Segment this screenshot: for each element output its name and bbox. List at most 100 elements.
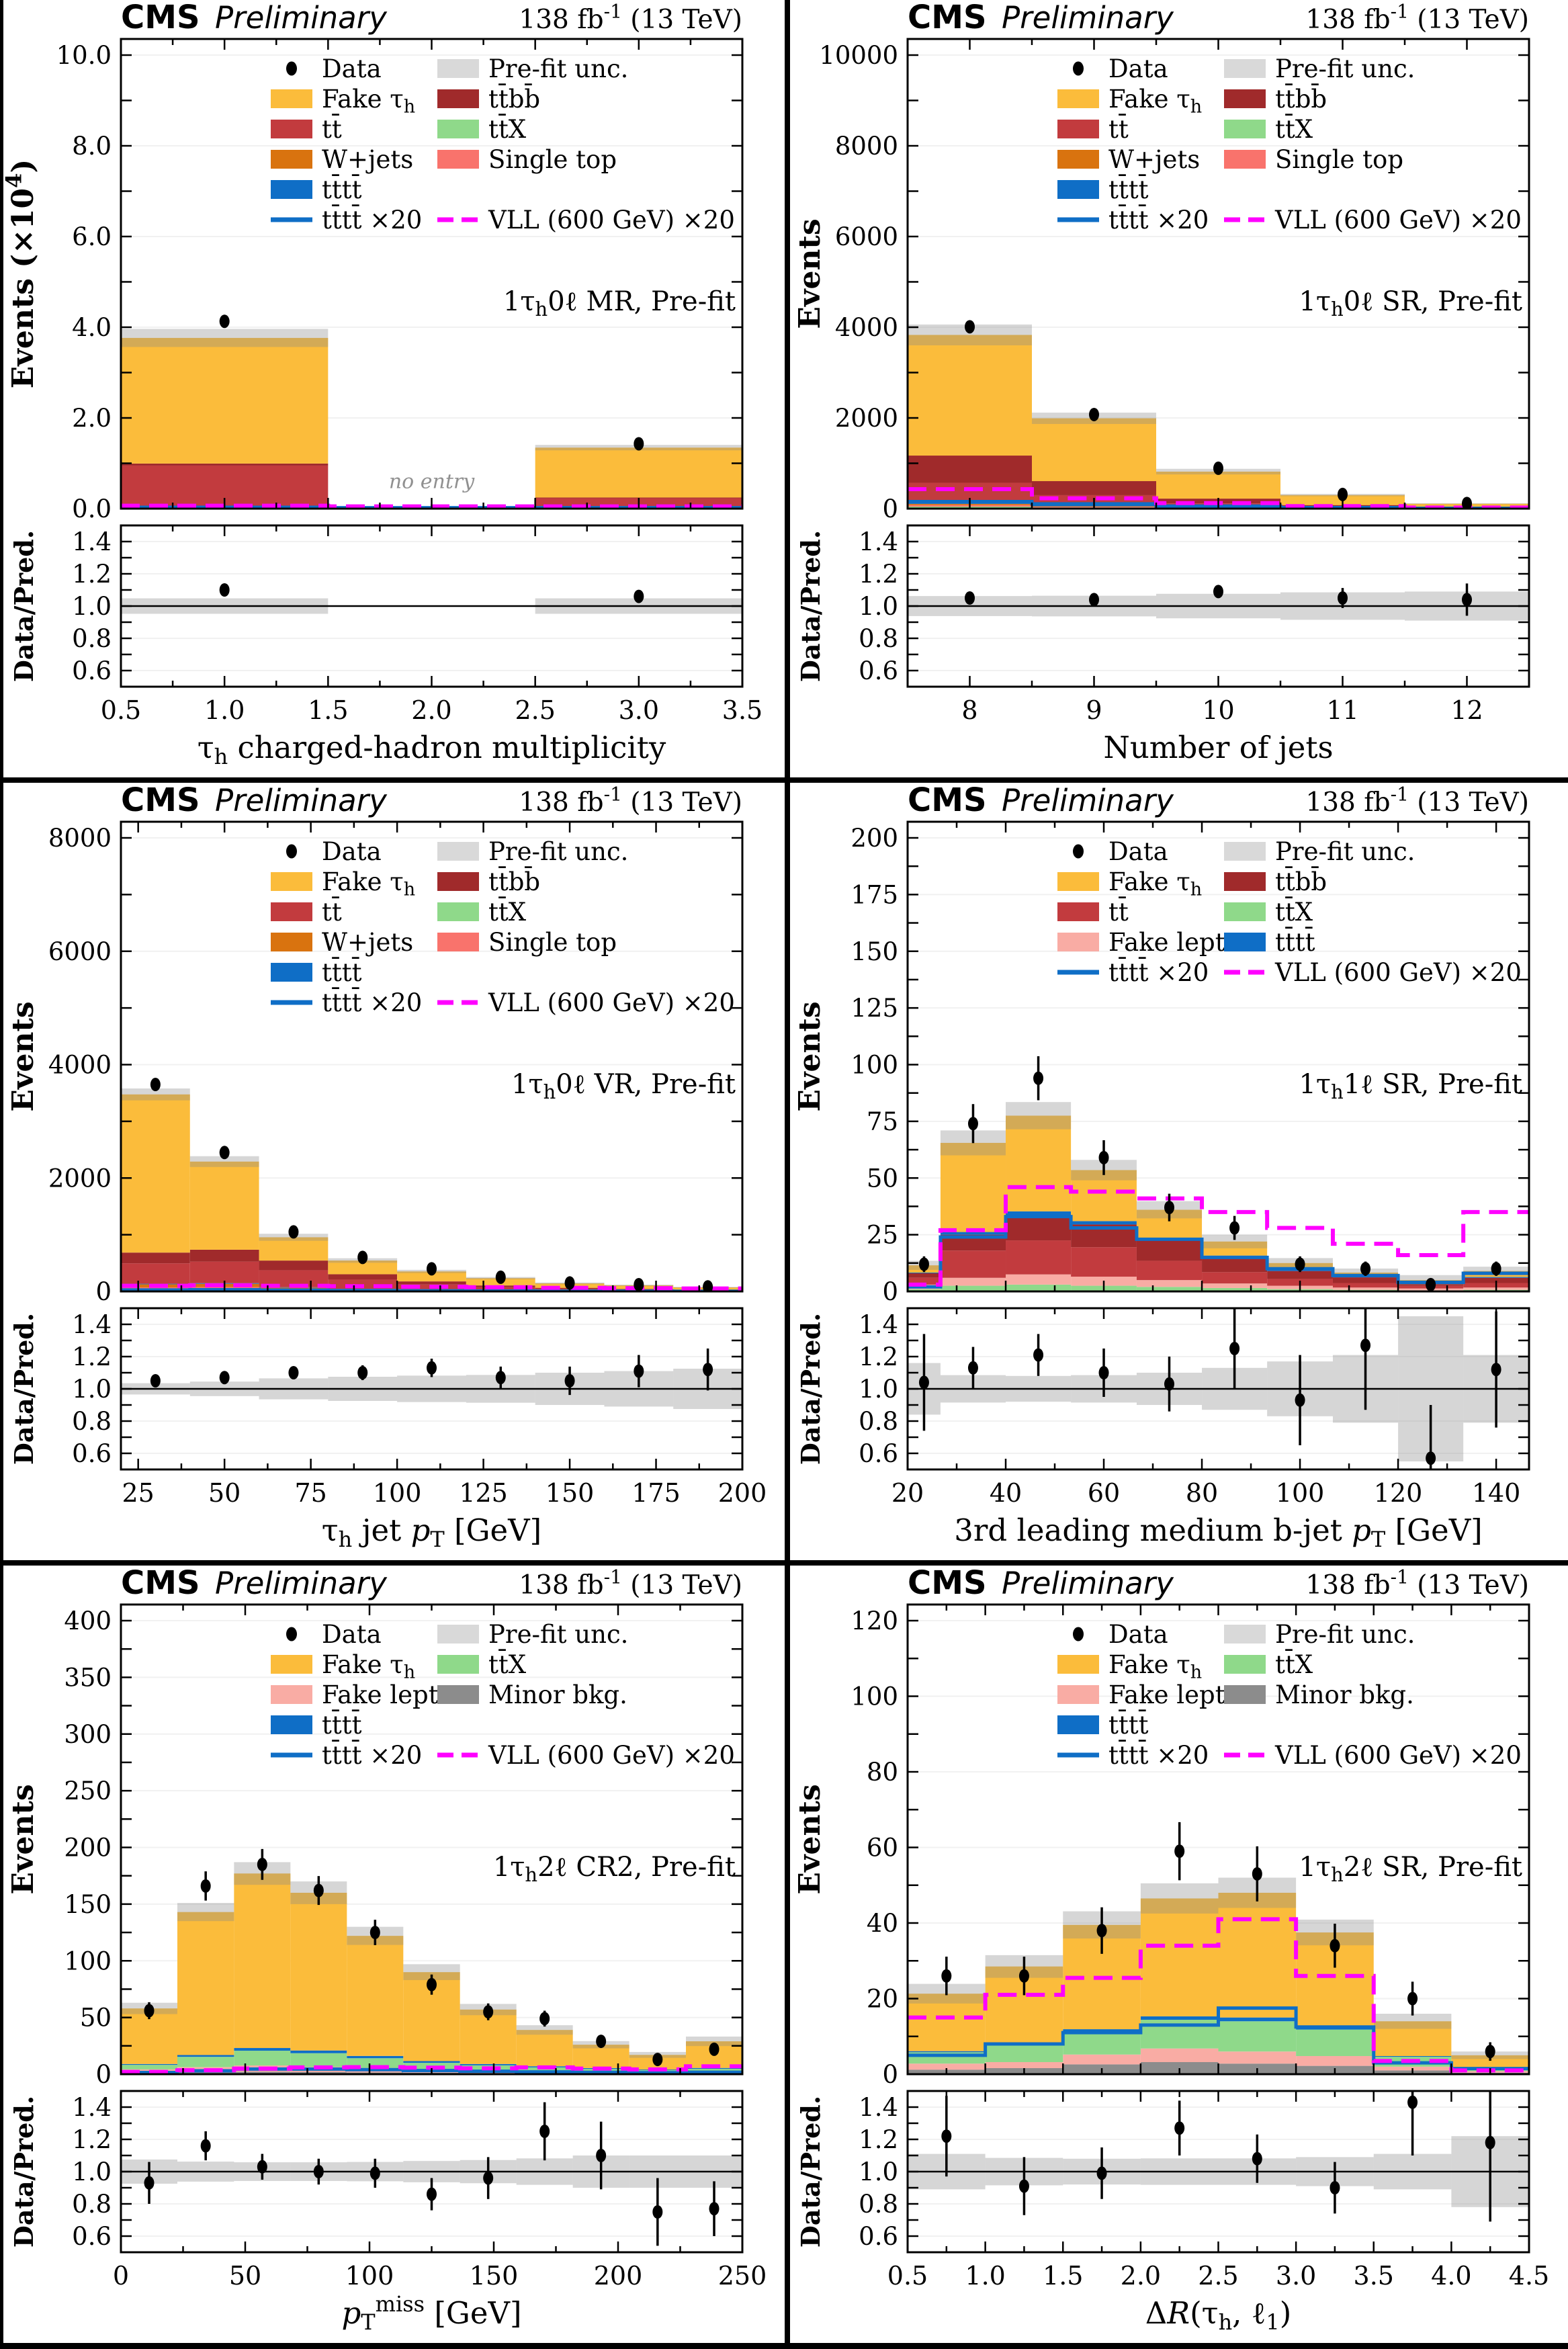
legend-label: tt̄X	[488, 114, 527, 144]
preliminary-label: Preliminary	[1002, 1566, 1174, 1601]
x-tick-label: 140	[1472, 1478, 1521, 1508]
ratio-point	[1330, 2181, 1340, 2194]
ratio-point	[483, 2172, 493, 2185]
ratio-tick-label: 0.8	[72, 624, 112, 653]
x-tick-label: 3.0	[619, 695, 659, 725]
legend-label: tt̄	[322, 896, 342, 927]
y-tick-label: 100	[64, 1947, 112, 1975]
legend-label: W+jets	[1108, 145, 1200, 174]
legend-label: tt̄tt̄	[1275, 927, 1315, 957]
histogram-bar	[121, 1252, 190, 1263]
y-tick-label: 0.0	[72, 495, 112, 523]
ratio-tick-label: 0.6	[72, 656, 112, 685]
ratio-point	[1089, 593, 1099, 606]
x-tick-label: 50	[208, 1478, 241, 1508]
histogram-bar	[941, 1232, 1006, 1235]
y-tick-label: 4000	[48, 1051, 112, 1080]
legend-swatch	[1224, 150, 1266, 169]
histogram-bar	[177, 1912, 234, 2055]
ratio-point	[1491, 1363, 1501, 1376]
cms-label: CMS	[121, 783, 200, 819]
x-tick-label: 0.5	[887, 2261, 928, 2291]
legend-data-marker	[1073, 845, 1084, 859]
legend-swatch	[271, 902, 312, 921]
data-point	[370, 1926, 380, 1939]
lumi-label: 138 fb-1 (13 TeV)	[519, 1566, 742, 1600]
legend-swatch	[271, 180, 312, 199]
legend-label: Fake τh	[322, 1650, 415, 1682]
legend-label: Fake τh	[1108, 1650, 1202, 1682]
x-tick-label: 175	[631, 1478, 681, 1508]
legend-label: tt̄	[1108, 896, 1129, 927]
histogram-bar	[1219, 2018, 1297, 2022]
data-point	[652, 2053, 662, 2066]
histogram-bar	[347, 2056, 403, 2058]
legend-data-marker	[1073, 62, 1084, 76]
legend-label: tt̄	[1108, 114, 1129, 144]
legend-label: tt̄tt̄ ×20	[322, 204, 422, 234]
ratio-point	[703, 1363, 713, 1376]
x-tick-label: 1.0	[965, 2261, 1005, 2291]
histogram-bar	[986, 2062, 1063, 2068]
cms-label: CMS	[121, 0, 200, 36]
histogram-bar	[1032, 481, 1156, 495]
ratio-point	[1338, 591, 1348, 605]
y-tick-label: 8000	[48, 824, 112, 853]
histogram-bar	[121, 464, 328, 466]
ratio-axis-title: Data/Pred.	[795, 530, 826, 682]
histogram-bar	[1219, 2021, 1297, 2051]
legend-data-marker	[286, 62, 297, 76]
ratio-point	[941, 2129, 951, 2143]
histogram-bar	[190, 1250, 259, 1262]
legend-label: Minor bkg.	[1275, 1680, 1414, 1709]
data-point	[1164, 1201, 1174, 1214]
data-point	[968, 1117, 978, 1130]
histogram-bar	[908, 335, 1032, 456]
unc-band-bin	[177, 1903, 234, 1921]
histogram-bar	[403, 2061, 460, 2063]
legend-label: tt̄bb̄	[488, 83, 540, 114]
histogram-bar	[121, 1263, 190, 1283]
x-tick-label: 100	[373, 1478, 422, 1508]
ratio-point	[1462, 593, 1472, 606]
histogram-bar	[1063, 2032, 1141, 2055]
data-point	[539, 2012, 550, 2025]
legend-label: Pre-fit unc.	[1275, 54, 1415, 83]
data-point	[427, 1262, 437, 1275]
legend-label: W+jets	[322, 928, 413, 957]
legend-label: VLL (600 GeV) ×20	[1274, 206, 1522, 234]
y-tick-label: 6.0	[72, 222, 112, 251]
y-tick-label: 150	[64, 1890, 112, 1919]
x-tick-label: 1.0	[204, 695, 245, 725]
ratio-point	[201, 2139, 211, 2153]
ratio-tick-label: 1.4	[859, 2093, 898, 2122]
ratio-tick-label: 0.6	[859, 1439, 898, 1468]
y-tick-label: 50	[80, 2004, 112, 2033]
legend-swatch	[1057, 902, 1099, 921]
ratio-point	[220, 1371, 230, 1384]
histogram-bar	[1333, 1277, 1398, 1283]
ratio-point	[314, 2165, 324, 2178]
ratio-point	[539, 2125, 550, 2138]
y-tick-label: 8.0	[72, 132, 112, 161]
ratio-tick-label: 1.4	[72, 527, 112, 556]
y-tick-label: 100	[851, 1682, 898, 1711]
ratio-point	[1295, 1394, 1305, 1407]
legend-label: tt̄tt̄	[322, 174, 362, 204]
histogram-bar	[908, 1273, 941, 1278]
histogram-bar	[290, 2051, 347, 2053]
histogram-bar	[1296, 2030, 1374, 2056]
y-tick-label: 120	[851, 1607, 898, 1635]
data-point	[144, 2004, 154, 2018]
histogram-bar	[1141, 2049, 1219, 2062]
data-point	[257, 1858, 267, 1871]
x-tick-label: 2.0	[1121, 2261, 1161, 2291]
cms-label: CMS	[908, 0, 987, 36]
